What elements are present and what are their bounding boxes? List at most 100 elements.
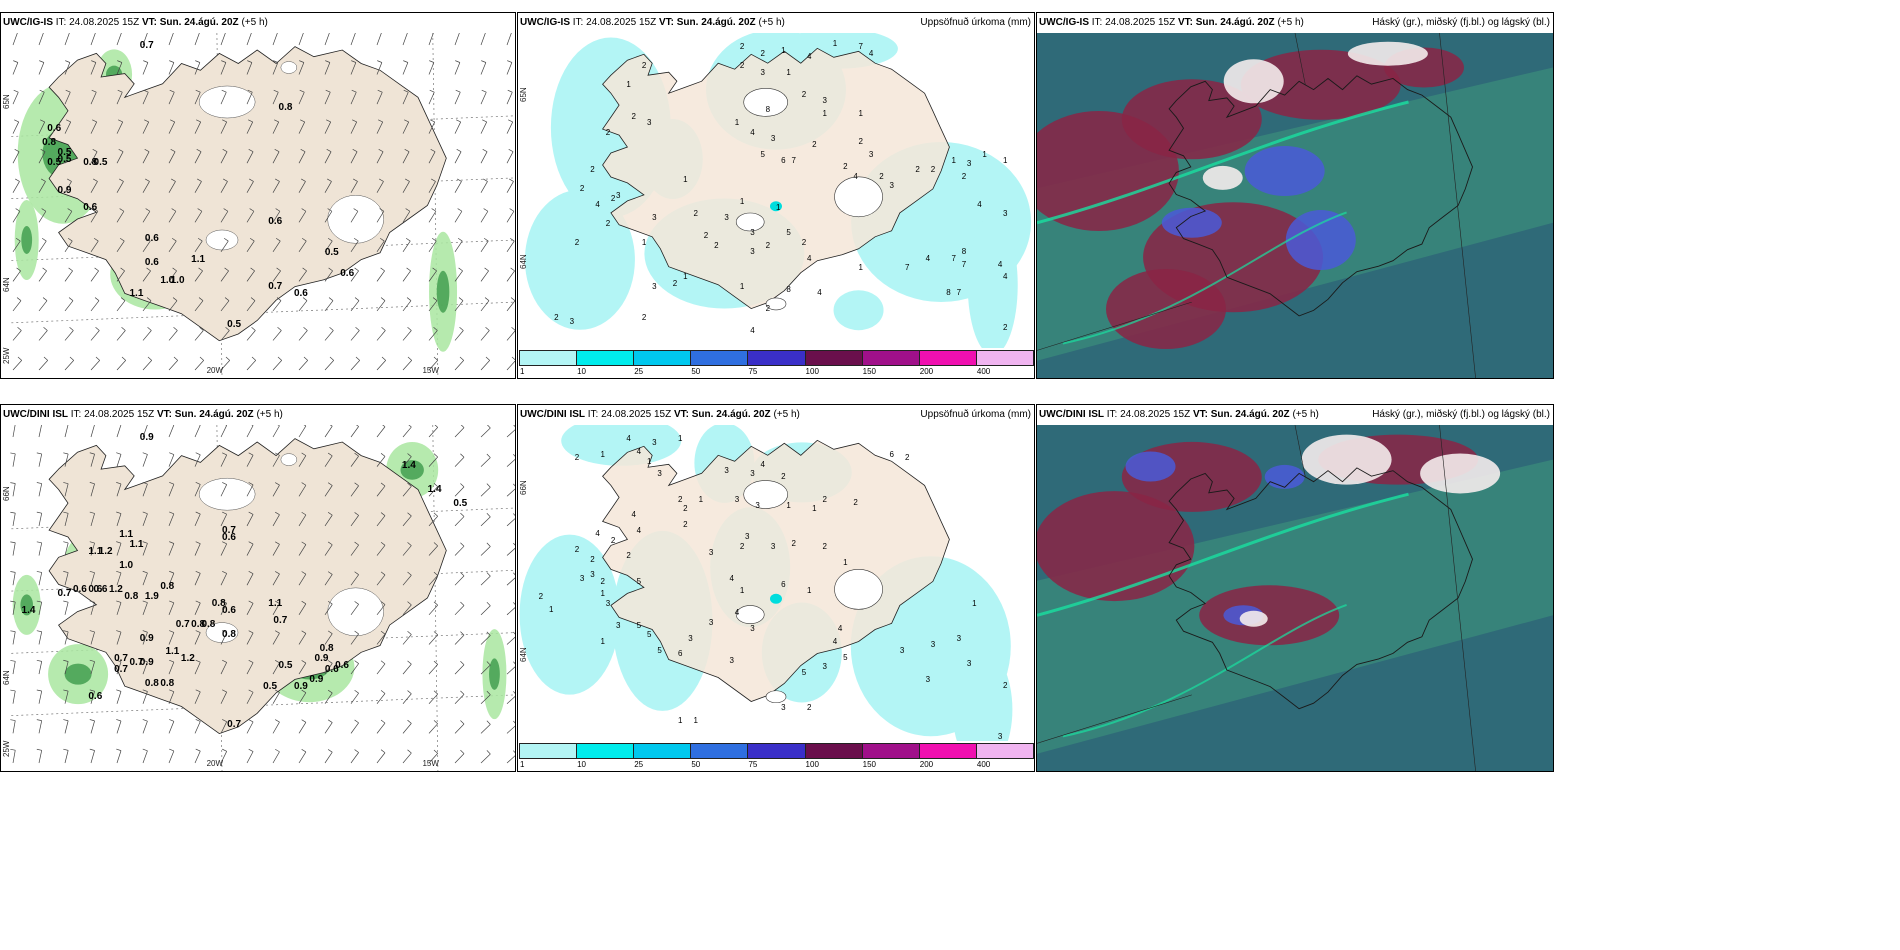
grid-line [1294,425,1306,477]
wind-barb [168,330,178,341]
wind-barb-feather [381,327,386,331]
wind-barb [246,751,254,764]
wind-barb-feather [300,178,306,182]
wind-barb-feather [13,89,19,93]
wind-barb-feather [455,60,461,63]
precip-value-label: 2 [801,237,807,247]
wind-barb-feather [147,327,152,331]
cloud-map [1037,33,1553,378]
precip-value-label: 1 [600,589,605,599]
wind-barb-feather [407,356,412,361]
wind-value-label: 1.9 [144,591,159,603]
wind-barb-feather [460,631,465,636]
wind-barb [428,300,438,312]
wind-barb-feather [173,356,178,361]
wind-barb [12,483,16,497]
glacier [735,212,765,232]
wind-barb [116,181,124,193]
precip-value-label: 2 [574,545,580,555]
wind-barb-feather [63,689,69,692]
wind-value-label: 1.1 [268,598,283,609]
wind-barb-feather [172,297,178,301]
wind-barb [480,151,488,164]
precip-value-label: 1 [781,45,786,55]
wind-barb [402,693,412,704]
wind-barb-feather [486,513,491,518]
glacier [280,61,298,74]
wind-barb [506,518,515,527]
wind-barb-feather [142,748,148,752]
wind-barb-feather [172,267,177,272]
wind-barb-feather [147,356,152,361]
wind-barb-feather [302,267,307,272]
panel-title: UWC/DINI ISL IT: 24.08.2025 15Z VT: Sun.… [1,405,515,425]
wind-value-label: 0.6 [324,663,339,675]
wind-barb [454,545,465,556]
precip-peak [770,593,782,604]
wind-barb-feather [406,267,411,272]
wind-barb [168,602,175,615]
precip-value-label: 7 [951,253,956,263]
wind-barb-feather [248,630,254,634]
wind-barb [350,330,360,341]
precip-value-label: 3 [930,639,936,649]
vt-label: VT: [1190,409,1211,420]
wind-barb-feather [222,659,227,663]
wind-barb [402,270,411,282]
wind-barb-feather [484,297,490,301]
wind-barb-feather [407,601,412,606]
wind-barb [38,690,43,704]
precip-value-label: 6 [781,155,786,165]
wind-barb-feather [89,659,95,662]
wind-barb [376,485,386,497]
iceland-coast [1168,467,1473,710]
wind-barb [116,300,126,312]
wind-barb-feather [117,89,123,93]
wind-barb [402,240,411,253]
precip-value-label: 3 [966,658,972,668]
wind-barb-feather [485,356,490,361]
wind-barb [454,486,465,497]
wind-barb [272,692,280,704]
wind-barb-feather [116,452,122,455]
wind-barb [168,360,178,371]
wind-barb-feather [170,119,175,123]
precip-value-label: 1 [951,155,956,165]
wind-barb-feather [222,482,227,485]
wind-barb-feather [274,149,280,153]
wind-barb-feather [91,89,97,93]
wind-barb [246,92,253,105]
wind-barb-feather [513,661,515,665]
wind-barb-feather [407,690,412,695]
wind-barb-feather [481,89,487,93]
precip-value-label: 2 [610,535,616,545]
wind-barb [454,62,461,75]
wind-barb-feather [460,483,465,488]
precip-value-label: 2 [574,453,580,463]
wind-barb-feather [247,60,253,63]
wind-barb-feather [222,178,228,182]
precip-value-label: 5 [636,620,642,630]
wind-barb [480,300,490,312]
wind-barb [324,92,331,105]
wind-barb [350,33,356,46]
wind-barb-feather [142,689,148,692]
wind-barb-feather [276,297,282,301]
wind-barb [38,300,48,312]
wind-barb [350,633,359,645]
wind-barb-feather [407,571,412,576]
wind-barb-feather [327,571,333,575]
wind-barb [220,181,228,193]
wind-barb-feather [199,356,204,361]
wind-barb-feather [36,452,42,455]
wind-map: 65N 64N 25W 20W 15W 0.7 0.8 0.6 0.8 0.5 0.5 0.5 0.8 0… [1,33,515,378]
wind-barb [64,661,69,675]
precip-value-label: 1 [1003,155,1008,165]
wind-barb [506,666,515,675]
wind-barb [246,240,255,253]
it-value: 24.08.2025 15Z [586,17,657,28]
wind-barb [350,485,359,497]
precip-value-label: 2 [915,165,920,175]
wind-barb-feather [301,452,307,456]
wind-barb-feather [483,208,489,212]
